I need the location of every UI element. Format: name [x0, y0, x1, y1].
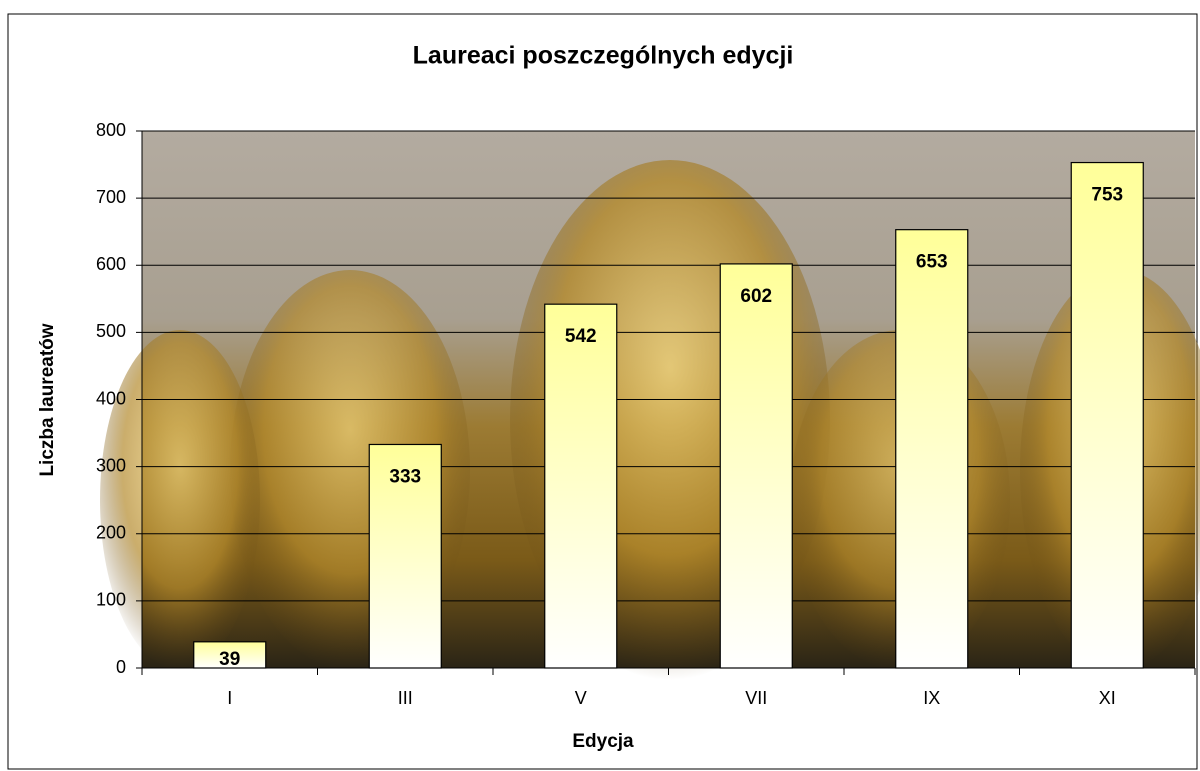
x-tick-label: III [398, 688, 413, 708]
x-tick-label: V [575, 688, 587, 708]
chart: Laureaci poszczególnych edycji Edycja Li… [0, 0, 1200, 771]
data-label: 602 [740, 286, 772, 307]
bar [545, 304, 617, 668]
data-label: 653 [916, 252, 948, 273]
y-tick-label: 200 [96, 523, 126, 543]
bar [720, 264, 792, 668]
data-label: 333 [389, 466, 421, 487]
x-tick-label: IX [923, 688, 940, 708]
chart-title: Laureaci poszczególnych edycji [413, 42, 794, 70]
y-tick-label: 700 [96, 187, 126, 207]
data-label: 39 [219, 649, 240, 670]
x-tick-label: VII [745, 688, 767, 708]
y-tick-label: 600 [96, 254, 126, 274]
data-label: 542 [565, 326, 597, 347]
y-tick-label: 100 [96, 590, 126, 610]
x-axis-title: Edycja [572, 731, 634, 752]
y-tick-label: 800 [96, 120, 126, 140]
y-tick-label: 500 [96, 321, 126, 341]
y-tick-label: 300 [96, 455, 126, 475]
y-tick-label: 0 [116, 657, 126, 677]
plot-background [100, 131, 1200, 680]
y-tick-label: 400 [96, 388, 126, 408]
y-axis-title: Liczba laureatów [37, 323, 58, 476]
bar [1071, 163, 1143, 668]
bar [896, 230, 968, 668]
x-tick-label: XI [1099, 688, 1116, 708]
x-tick-label: I [227, 688, 232, 708]
data-label: 753 [1091, 185, 1123, 206]
